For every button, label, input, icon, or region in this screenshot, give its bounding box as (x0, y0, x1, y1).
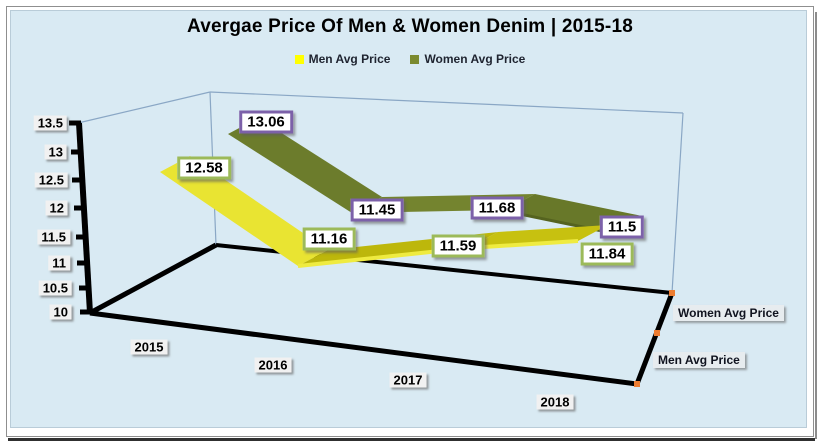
tick-mark-13-5 (69, 120, 81, 126)
value-tick-label-12-5[interactable]: 12.5 (34, 172, 68, 188)
value-tick-label-12[interactable]: 12 (45, 200, 68, 216)
category-label-2017[interactable]: 2017 (389, 372, 427, 388)
value-tick-label-11[interactable]: 11 (48, 255, 70, 271)
category-label-2015[interactable]: 2015 (130, 339, 168, 355)
floor-left-edge (88, 242, 218, 316)
series-women-ribbon[interactable] (228, 118, 642, 235)
value-tick-label-13-5[interactable]: 13.5 (33, 115, 67, 131)
legend-swatch-women-icon (410, 54, 420, 64)
depth-axis-label-women[interactable]: Women Avg Price (673, 305, 784, 321)
value-label-women-2016[interactable]: 11.45 (350, 198, 404, 222)
value-axis[interactable] (69, 120, 93, 315)
legend: Men Avg Price Women Avg Price (0, 52, 820, 66)
selection-handle-front-right[interactable] (634, 381, 640, 387)
back-right-vertical-edge (671, 112, 684, 294)
legend-item-women[interactable]: Women Avg Price (410, 52, 525, 66)
floor-front-edge (89, 310, 638, 387)
value-tick-label-10[interactable]: 10 (49, 304, 72, 320)
left-wall-top-edge (77, 91, 211, 124)
depth-axis-label-men[interactable]: Men Avg Price (653, 352, 745, 368)
window-shadow-right (815, 12, 817, 439)
value-tick-label-13[interactable]: 13 (44, 144, 67, 160)
category-label-2016[interactable]: 2016 (254, 357, 292, 373)
value-tick-label-10-5[interactable]: 10.5 (38, 280, 72, 296)
value-label-men-2015[interactable]: 12.58 (177, 156, 231, 180)
legend-label-women: Women Avg Price (424, 52, 526, 66)
tick-mark-13 (71, 149, 83, 155)
legend-swatch-men-icon (294, 54, 304, 64)
value-label-women-2015[interactable]: 13.06 (239, 110, 293, 134)
value-label-men-2018[interactable]: 11.84 (580, 242, 634, 266)
window-shadow-bottom (8, 438, 815, 441)
value-axis-line[interactable] (76, 122, 93, 314)
legend-item-men[interactable]: Men Avg Price (294, 52, 391, 66)
tick-mark-11 (77, 260, 89, 266)
men-segment-2015-2016[interactable] (160, 156, 328, 266)
men-segment-2017-2018[interactable] (468, 225, 608, 248)
tick-mark-12-5 (72, 177, 84, 183)
value-tick-label-11-5[interactable]: 11.5 (37, 229, 70, 245)
selection-handle-mid-right[interactable] (654, 330, 660, 336)
women-segment-2015-2016[interactable] (228, 118, 382, 213)
value-label-men-2016[interactable]: 11.16 (302, 227, 356, 251)
back-wall-top-edge (209, 91, 684, 114)
floor-right-edge (634, 292, 675, 385)
value-label-men-2017[interactable]: 11.59 (431, 234, 485, 258)
legend-label-men: Men Avg Price (308, 52, 391, 66)
floor-frame (88, 242, 675, 387)
tick-mark-10-5 (79, 285, 91, 291)
tick-mark-12 (74, 205, 86, 211)
value-label-women-2018[interactable]: 11.5 (599, 215, 645, 239)
chart-title[interactable]: Avergae Price Of Men & Women Denim | 201… (187, 16, 633, 37)
selection-handle-back-right[interactable] (669, 290, 675, 296)
tick-mark-11-5 (76, 234, 88, 240)
tick-mark-10 (80, 309, 92, 315)
category-label-2018[interactable]: 2018 (536, 394, 574, 410)
selection-handles[interactable] (634, 290, 675, 387)
value-label-women-2017[interactable]: 11.68 (470, 196, 524, 220)
